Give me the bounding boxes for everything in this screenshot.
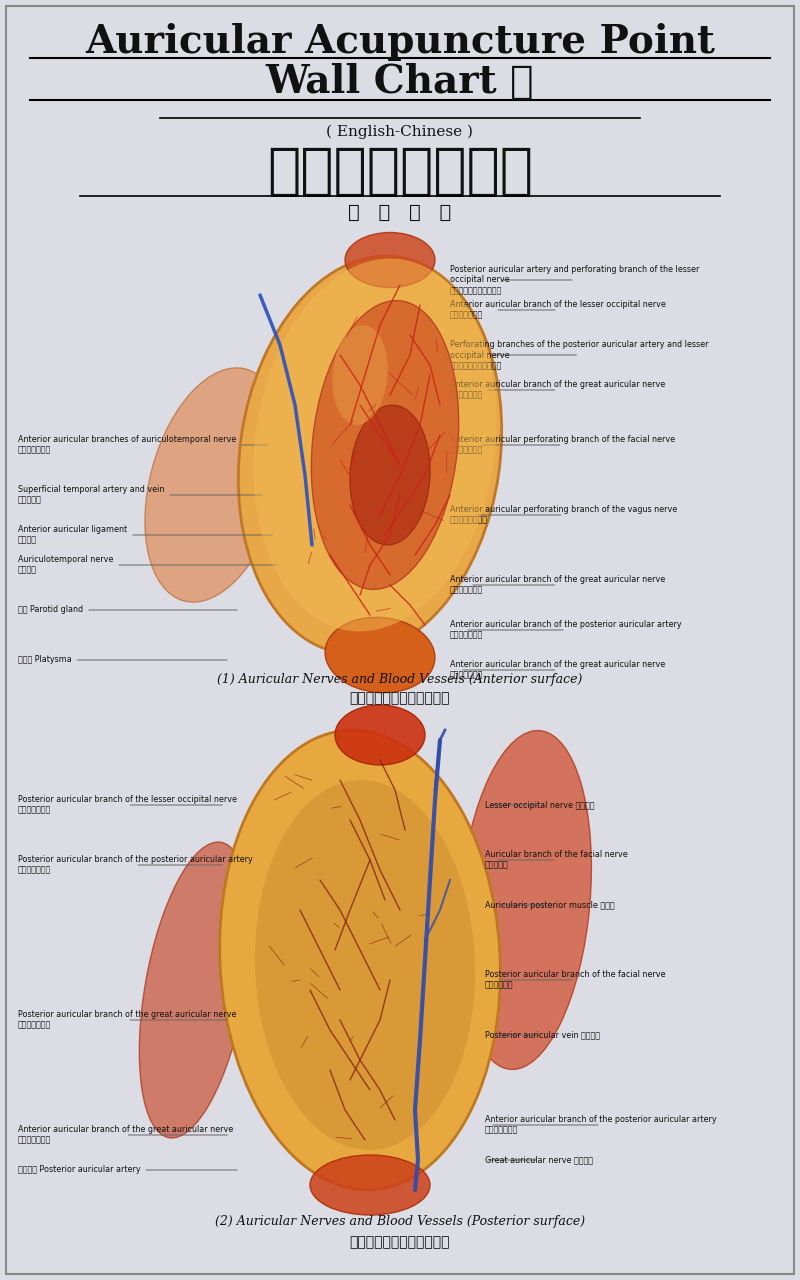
Text: Posterior auricular branch of the posterior auricular artery
耳後動脈耳後支: Posterior auricular branch of the poster… bbox=[18, 855, 253, 874]
Ellipse shape bbox=[458, 731, 591, 1070]
Ellipse shape bbox=[220, 730, 500, 1190]
Text: Anterior auricular branch of the great auricular nerve
耳大神經耳前支: Anterior auricular branch of the great a… bbox=[18, 1125, 234, 1144]
Text: Auriculotemporal nerve
耳顳神經: Auriculotemporal nerve 耳顳神經 bbox=[18, 556, 278, 575]
Text: 耳部的神經血管圖（正面）: 耳部的神經血管圖（正面） bbox=[350, 691, 450, 705]
Text: 腮腺 Parotid gland: 腮腺 Parotid gland bbox=[18, 605, 238, 614]
Text: Posterior auricular branch of the facial nerve
臉神經耳後支: Posterior auricular branch of the facial… bbox=[485, 970, 666, 989]
Ellipse shape bbox=[238, 256, 502, 654]
Text: Auricular Acupuncture Point: Auricular Acupuncture Point bbox=[85, 23, 715, 61]
Ellipse shape bbox=[145, 367, 285, 602]
Ellipse shape bbox=[345, 233, 435, 288]
Text: Anterior auricular branch of the great auricular nerve
耳大神經耳前支: Anterior auricular branch of the great a… bbox=[450, 660, 666, 680]
Text: Anterior auricular branches of auriculotemporal nerve
耳顳神經耳前支: Anterior auricular branches of auriculot… bbox=[18, 435, 267, 454]
Ellipse shape bbox=[254, 259, 497, 631]
Ellipse shape bbox=[311, 301, 458, 589]
Text: Anterior auricular branch of the posterior auricular artery
耳後動脈耳前支: Anterior auricular branch of the posteri… bbox=[450, 621, 682, 640]
Text: Great auricular nerve 耳大神經: Great auricular nerve 耳大神經 bbox=[485, 1156, 593, 1165]
Text: Anterior auricular branch of the great auricular nerve
耳大神經耳前支: Anterior auricular branch of the great a… bbox=[450, 575, 666, 595]
Text: Auricularis posterior muscle 耳後肌: Auricularis posterior muscle 耳後肌 bbox=[485, 901, 614, 910]
Text: 英   漢   對   照: 英 漢 對 照 bbox=[348, 204, 452, 221]
Text: Anterior auricular perforating branch of the facial nerve
臉神經耳前穿支: Anterior auricular perforating branch of… bbox=[450, 435, 675, 454]
Text: 耳後動脈 Posterior auricular artery: 耳後動脈 Posterior auricular artery bbox=[18, 1166, 238, 1175]
Text: 頸闊肌 Platysma: 頸闊肌 Platysma bbox=[18, 655, 227, 664]
Text: Posterior auricular branch of the great auricular nerve
耳大神經耳後支: Posterior auricular branch of the great … bbox=[18, 1010, 236, 1029]
Text: Anterior auricular perforating branch of the vagus nerve
迷走神經耳前穿支: Anterior auricular perforating branch of… bbox=[450, 506, 678, 525]
Text: Anterior auricular branch of the lesser occipital nerve
枝小神經耳前支: Anterior auricular branch of the lesser … bbox=[450, 301, 666, 320]
Text: Posterior auricular vein 耳後靜脈: Posterior auricular vein 耳後靜脈 bbox=[485, 1030, 600, 1039]
Ellipse shape bbox=[310, 1155, 430, 1215]
Text: ( English-Chinese ): ( English-Chinese ) bbox=[326, 125, 474, 140]
Text: Wall Chart ④: Wall Chart ④ bbox=[266, 63, 534, 101]
Ellipse shape bbox=[325, 617, 435, 692]
Text: (2) Auricular Nerves and Blood Vessels (Posterior surface): (2) Auricular Nerves and Blood Vessels (… bbox=[215, 1216, 585, 1229]
Text: 耳部的神經血管圖（背面）: 耳部的神經血管圖（背面） bbox=[350, 1235, 450, 1249]
Ellipse shape bbox=[350, 404, 430, 545]
Text: Auricular branch of the facial nerve
臉神經耳支: Auricular branch of the facial nerve 臉神經… bbox=[485, 850, 628, 869]
Text: Anterior auricular branch of the posterior auricular artery
耳後動脈耳前支: Anterior auricular branch of the posteri… bbox=[485, 1115, 717, 1134]
Text: (1) Auricular Nerves and Blood Vessels (Anterior surface): (1) Auricular Nerves and Blood Vessels (… bbox=[218, 673, 582, 686]
Text: Anterior auricular branch of the great auricular nerve
耳大神經耳前支: Anterior auricular branch of the great a… bbox=[450, 380, 666, 399]
Text: Anterior auricular ligament
耳前韌帶: Anterior auricular ligament 耳前韌帶 bbox=[18, 525, 272, 545]
Text: Lesser occipital nerve 枝小神經: Lesser occipital nerve 枝小神經 bbox=[485, 800, 594, 809]
Text: Superficial temporal artery and vein
顳淺動靜脈: Superficial temporal artery and vein 顳淺動… bbox=[18, 485, 262, 504]
Text: 實用耳钒穴位掛圖: 實用耳钒穴位掛圖 bbox=[267, 145, 533, 200]
Ellipse shape bbox=[255, 780, 475, 1149]
Text: Perforating branches of the posterior auricular artery and lesser
occipital nerv: Perforating branches of the posterior au… bbox=[450, 340, 709, 370]
Text: Posterior auricular branch of the lesser occipital nerve
枝小神經耳後支: Posterior auricular branch of the lesser… bbox=[18, 795, 237, 814]
Text: Posterior auricular artery and perforating branch of the lesser
occipital nerve
: Posterior auricular artery and perforati… bbox=[450, 265, 699, 294]
Ellipse shape bbox=[139, 842, 250, 1138]
Ellipse shape bbox=[335, 705, 425, 765]
Ellipse shape bbox=[332, 325, 388, 425]
